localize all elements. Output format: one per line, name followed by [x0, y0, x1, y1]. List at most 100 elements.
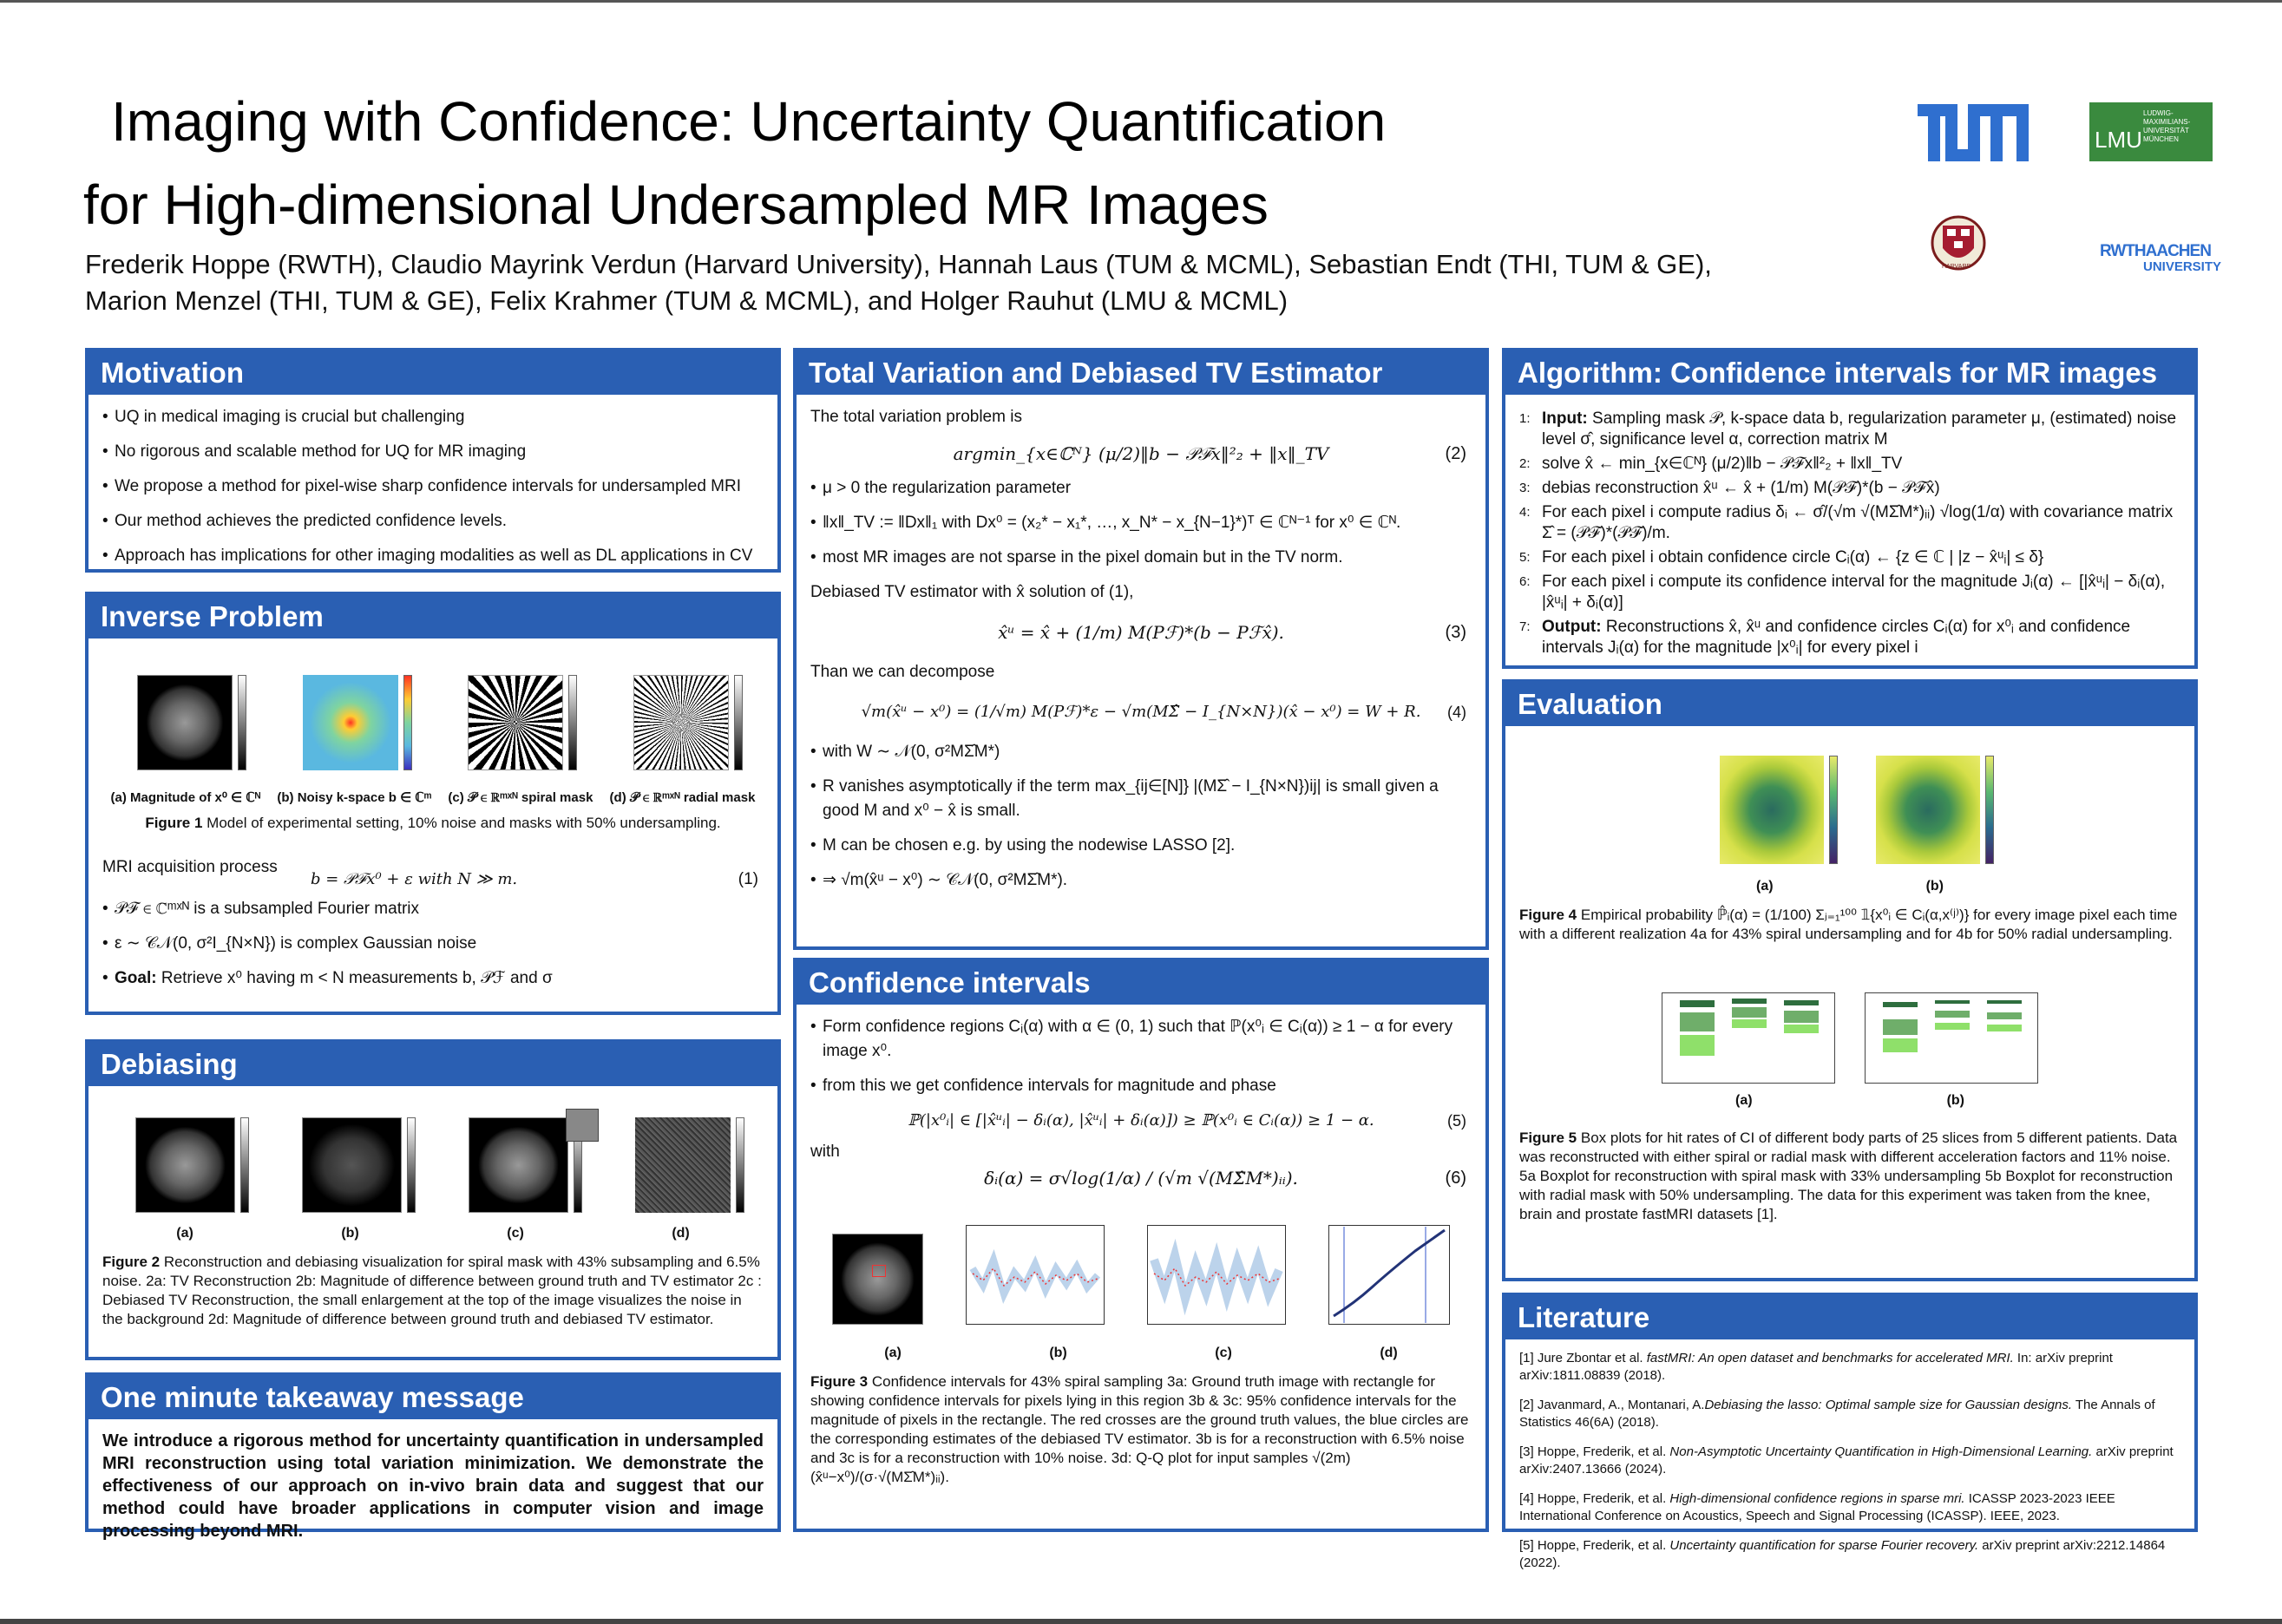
tv-panel: Total Variation and Debiased TV Estimato…	[793, 348, 1489, 950]
figure-2a-label: (a)	[176, 1226, 193, 1241]
figure-1c-label: (c) 𝒫 ∈ ℝᵐˣᴺ spiral mask	[448, 790, 593, 805]
evaluation-panel: Evaluation (a) (b) Figure 4 Empirical pr…	[1502, 679, 2198, 1281]
figure-2c-image	[468, 1109, 599, 1213]
tv-item: ‖x‖_TV := ‖Dx‖₁ with Dx⁰ = (x₂* − x₁*, ……	[810, 511, 1472, 535]
figure-5a-label: (a)	[1735, 1093, 1753, 1108]
equation-4-number: (4)	[1447, 704, 1466, 721]
equation-6: δᵢ(α) = σ√log(1/α) / (√m √(MΣ̂M*)ᵢᵢ).	[984, 1168, 1298, 1189]
lmu-logo: LMU LUDWIG-MAXIMILIANS-UNIVERSITÄT MÜNCH…	[2089, 102, 2213, 161]
takeaway-text: We introduce a rigorous method for uncer…	[102, 1431, 764, 1541]
figure-2d-label: (d)	[672, 1226, 690, 1241]
inverse-item: 𝒫ℱ ∈ ℂᵐˣᴺ is a subsampled Fourier matrix	[102, 897, 764, 921]
motivation-item: No rigorous and scalable method for UQ f…	[102, 440, 764, 464]
acquisition-label: MRI acquisition process	[102, 858, 278, 876]
algorithm-step: 3: debias reconstruction x̂ᵘ ← x̂ + (1/m)…	[1519, 479, 1940, 497]
reference-item: [2] Javanmard, A., Montanari, A.Debiasin…	[1519, 1398, 2155, 1430]
reference-item: [3] Hoppe, Frederik, et al. Non-Asymptot…	[1519, 1444, 2174, 1477]
with-text: with	[810, 1143, 840, 1161]
figure-2-label: Figure 2	[102, 1254, 161, 1270]
tv-item: M can be chosen e.g. by using the nodewi…	[810, 834, 1472, 858]
tv-item: ⇒ √m(x̂ᵘ − x⁰) ∼ 𝒞𝒩(0, σ²MΣ̂M*).	[810, 868, 1472, 893]
figure-3c-label: (c)	[1215, 1346, 1232, 1360]
figure-5-label: Figure 5	[1519, 1130, 1577, 1146]
motivation-item: UQ in medical imaging is crucial but cha…	[102, 405, 764, 429]
figure-1d-image	[633, 675, 743, 770]
top-rule	[0, 0, 2282, 3]
takeaway-panel: One minute takeaway message We introduce…	[85, 1372, 781, 1541]
figure-1b-label: (b) Noisy k-space b ∈ ℂᵐ	[277, 790, 432, 805]
motivation-item: Our method achieves the predicted confid…	[102, 509, 764, 534]
algorithm-step: 1: Input: Sampling mask 𝒫, k-space data b…	[1519, 409, 2177, 449]
tv-item: most MR images are not sparse in the pix…	[810, 546, 1472, 570]
equation-1: b = 𝒫ℱx⁰ + ε with N ≫ m.	[311, 870, 518, 888]
institution-logos: TUM LMU LUDWIG-MAXIMILIANS-UNIVERSITÄT M…	[1892, 87, 2239, 295]
figure-3-caption: Confidence intervals for 43% spiral samp…	[810, 1373, 1469, 1485]
equation-2: argmin_{x∈ℂᴺ} (μ/2)‖b − 𝒫ℱx‖²₂ + ‖x‖_TV	[953, 443, 1329, 464]
decompose-text: Than we can decompose	[810, 663, 995, 681]
tv-heading: Total Variation and Debiased TV Estimato…	[797, 351, 1485, 395]
motivation-item: We propose a method for pixel-wise sharp…	[102, 475, 764, 499]
inverse-goal: Goal: Retrieve x⁰ having m < N measureme…	[102, 966, 764, 991]
equation-2-number: (2)	[1445, 444, 1466, 463]
figure-3d-qq-plot	[1328, 1225, 1451, 1333]
rwth-logo: RWTHAACHEN UNIVERSITY	[2100, 243, 2230, 278]
figure-4-caption: Empirical probability ℙ̂ᵢ(α) = (1/100) Σ…	[1519, 907, 2178, 942]
lmu-logo-text: LMU	[2095, 127, 2142, 153]
figure-1-label: Figure 1	[145, 815, 203, 831]
debiasing-heading: Debiasing	[89, 1043, 777, 1086]
figure-4a-label: (a)	[1756, 879, 1774, 894]
figure-1d-label: (d) 𝒫 ∈ ℝᵐˣᴺ radial mask	[609, 790, 756, 805]
figure-1c-image	[468, 675, 578, 770]
bottom-rule	[0, 1619, 2282, 1624]
motivation-panel: Motivation UQ in medical imaging is cruc…	[85, 348, 781, 573]
ci-item: Form confidence regions Cᵢ(α) with α ∈ (…	[810, 1015, 1472, 1064]
figure-5b-label: (b)	[1946, 1093, 1964, 1108]
figure-3a-image	[831, 1233, 923, 1325]
rwth-logo-line1: RWTHAACHEN	[2100, 242, 2212, 260]
figure-3-label: Figure 3	[810, 1373, 869, 1390]
equation-3: x̂ᵘ = x̂ + (1/m) M(Pℱ)*(b − Pℱx̂).	[998, 622, 1284, 643]
takeaway-heading: One minute takeaway message	[89, 1376, 777, 1419]
inverse-problem-heading: Inverse Problem	[89, 595, 777, 638]
figure-3c-plot	[1147, 1225, 1287, 1333]
tv-item: μ > 0 the regularization parameter	[810, 476, 1472, 501]
figure-5-caption: Box plots for hit rates of CI of differe…	[1519, 1130, 2178, 1222]
algorithm-step: 2: solve x̂ ← min_{x∈ℂᴺ} (μ/2)‖b − 𝒫ℱx‖²₂…	[1519, 455, 1903, 473]
figure-4b-heatmap	[1876, 756, 1994, 864]
evaluation-heading: Evaluation	[1505, 683, 2194, 726]
algorithm-step: 7: Output: Reconstructions x̂, x̂ᵘ and co…	[1519, 618, 2131, 657]
algorithm-step: 4: For each pixel i compute radius δᵢ ← σ…	[1519, 503, 2174, 542]
ci-item: from this we get confidence intervals fo…	[810, 1074, 1472, 1098]
figure-2b-image	[302, 1117, 416, 1213]
figure-5b-boxplot	[1865, 992, 2038, 1084]
algorithm-step: 6: For each pixel i compute its confidenc…	[1519, 573, 2166, 612]
goal-label: Goal:	[115, 969, 157, 987]
figure-1a-image	[137, 675, 247, 770]
lmu-logo-subtext: LUDWIG-MAXIMILIANS-UNIVERSITÄT MÜNCHEN	[2143, 109, 2191, 143]
tum-logo: TUM	[1918, 104, 2029, 161]
goal-text: Retrieve x⁰ having m < N measurements b,…	[161, 969, 553, 987]
reference-item: [1] Jure Zbontar et al. fastMRI: An open…	[1519, 1351, 2113, 1383]
reference-item: [5] Hoppe, Frederik, et al. Uncertainty …	[1519, 1538, 2166, 1570]
reference-item: [4] Hoppe, Frederik, et al. High-dimensi…	[1519, 1491, 2115, 1523]
figure-5a-boxplot	[1662, 992, 1835, 1084]
figure-4a-heatmap	[1720, 756, 1838, 864]
tv-intro: The total variation problem is	[810, 408, 1022, 426]
algorithm-steps: 1: Input: Sampling mask 𝒫, k-space data b…	[1519, 409, 2180, 658]
motivation-heading: Motivation	[89, 351, 777, 395]
figure-3a-label: (a)	[884, 1346, 902, 1360]
inverse-item: ε ∼ 𝒞𝒩(0, σ²I_{N×N}) is complex Gaussian…	[102, 932, 764, 956]
tv-item: with W ∼ 𝒩(0, σ²MΣ̂M*)	[810, 740, 1472, 764]
figure-2-caption: Reconstruction and debiasing visualizati…	[102, 1254, 762, 1327]
equation-6-number: (6)	[1445, 1169, 1466, 1188]
authors-line-2: Marion Menzel (THI, TUM & GE), Felix Kra…	[85, 285, 1289, 316]
tv-item: R vanishes asymptotically if the term ma…	[810, 775, 1472, 823]
literature-panel: Literature [1] Jure Zbontar et al. fastM…	[1502, 1293, 2198, 1570]
motivation-item: Approach has implications for other imag…	[102, 544, 764, 568]
figure-3b-label: (b)	[1049, 1346, 1067, 1360]
author-list: Frederik Hoppe (RWTH), Claudio Mayrink V…	[85, 246, 1820, 319]
literature-heading: Literature	[1505, 1296, 2194, 1339]
equation-3-number: (3)	[1445, 623, 1466, 642]
title-line-1: Imaging with Confidence: Uncertainty Qua…	[111, 90, 1387, 153]
figure-4-label: Figure 4	[1519, 907, 1577, 923]
